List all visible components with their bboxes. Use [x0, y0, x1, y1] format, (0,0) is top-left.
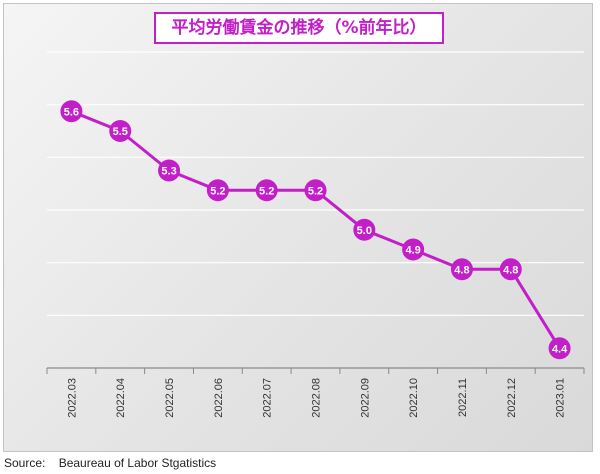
x-tick-label: 2022.12: [506, 378, 518, 418]
x-tick-label: 2022.05: [164, 378, 176, 418]
data-point: [206, 179, 229, 202]
data-point: [158, 159, 181, 182]
data-point: [402, 238, 425, 261]
data-label: 5.2: [259, 185, 274, 197]
x-tick-label: 2023.01: [555, 378, 567, 418]
x-tick-label: 2022.04: [115, 378, 127, 418]
data-label: 5.2: [210, 185, 225, 197]
source-note: Source: Beaureau of Labor Stgatistics: [4, 456, 216, 470]
data-label: 4.8: [503, 264, 518, 276]
x-tick-label: 2022.03: [66, 378, 78, 418]
data-point: [60, 100, 83, 123]
source-text: Beaureau of Labor Stgatistics: [58, 456, 217, 470]
series-line-layer: [70, 109, 561, 349]
data-point: [548, 337, 571, 360]
grid-lines: [47, 51, 584, 369]
data-label: 5.6: [64, 106, 79, 118]
data-point: [450, 258, 473, 281]
chart-title: 平均労働賃金の推移（%前年比）: [154, 12, 444, 44]
data-label: 4.4: [552, 343, 568, 355]
chart-frame: 2022.03 2022.04 2022.05 2022.06 2022.07 2022.…: [3, 3, 593, 452]
x-tick-label: 2022.11: [457, 378, 469, 417]
data-label: 5.3: [161, 166, 176, 178]
data-label: 5.2: [308, 185, 323, 197]
data-point: [499, 258, 522, 281]
data-point: [109, 120, 132, 142]
series-line: [70, 109, 561, 349]
data-label: 5.5: [113, 126, 128, 138]
data-label: 4.8: [454, 264, 469, 276]
x-tick-label: 2022.09: [359, 378, 371, 418]
data-point: [255, 179, 278, 202]
line-chart: 2022.03 2022.04 2022.05 2022.06 2022.07 2022.…: [46, 51, 585, 418]
data-label: 5.0: [357, 225, 372, 237]
x-tick-label: 2022.07: [262, 378, 274, 418]
data-label: 4.9: [405, 245, 420, 257]
x-tick-label: 2022.10: [408, 378, 420, 418]
x-axis: 2022.03 2022.04 2022.05 2022.06 2022.07 2022.…: [46, 368, 585, 418]
source-label: Source:: [4, 456, 46, 470]
data-points: 5.6 5.5 5.3 5.2 5.2 5.2 5.0 4.9 4.8 4.8 4.4: [60, 100, 571, 360]
x-tick-label: 2022.08: [311, 378, 323, 418]
x-tick-label: 2022.06: [213, 378, 225, 418]
data-point: [304, 179, 327, 202]
data-point: [353, 218, 376, 241]
